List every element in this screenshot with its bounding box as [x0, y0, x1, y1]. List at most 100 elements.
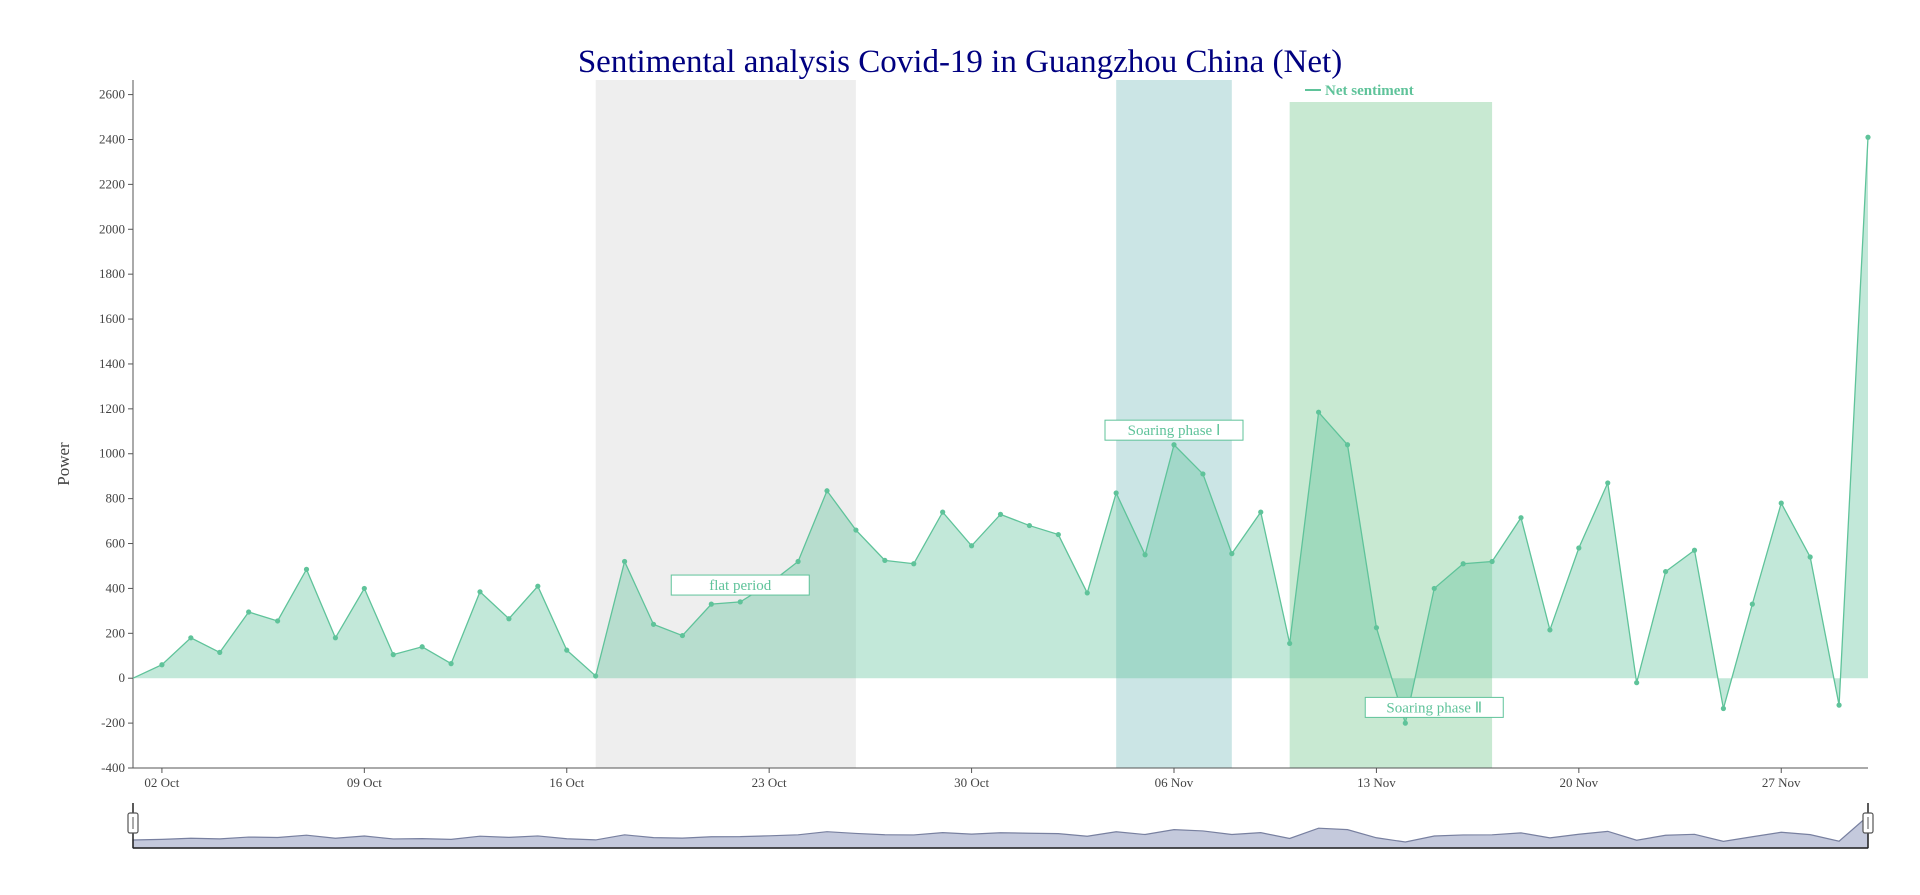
annotation-box	[1364, 696, 1504, 718]
y-tick-label: 600	[106, 536, 126, 551]
x-tick-label: 27 Nov	[1762, 775, 1801, 790]
data-point[interactable]	[621, 558, 628, 565]
x-tick-label: 13 Nov	[1357, 775, 1396, 790]
legend: Net sentiment	[1305, 83, 1414, 99]
data-point[interactable]	[1836, 702, 1842, 708]
band-soaring2	[1289, 102, 1493, 768]
data-point[interactable]	[1749, 601, 1755, 607]
chart-title: Sentimental analysis Covid-19 in Guangzh…	[577, 44, 1343, 80]
data-point[interactable]	[535, 583, 541, 589]
data-point[interactable]	[997, 511, 1004, 517]
data-point[interactable]	[188, 635, 194, 641]
y-tick-label: -200	[101, 715, 125, 730]
data-point[interactable]	[1229, 551, 1235, 557]
series-area	[132, 134, 1871, 726]
data-point[interactable]	[940, 509, 946, 515]
data-point[interactable]	[1373, 625, 1380, 631]
data-point[interactable]	[1200, 471, 1206, 477]
y-tick-label: 0	[119, 670, 126, 685]
data-point[interactable]	[564, 647, 570, 653]
y-tick-label: 2600	[99, 87, 125, 102]
x-tick-label: 09 Oct	[347, 775, 382, 790]
data-point[interactable]	[159, 662, 165, 668]
data-point[interactable]	[1113, 490, 1119, 496]
data-point[interactable]	[448, 661, 454, 667]
y-tick-label: 400	[106, 580, 126, 595]
data-point[interactable]	[1026, 522, 1033, 529]
series-area-fill	[133, 137, 1868, 724]
data-point[interactable]	[824, 488, 830, 494]
data-point[interactable]	[650, 621, 657, 627]
data-point[interactable]	[1142, 552, 1148, 558]
y-tick-label: 1000	[99, 446, 125, 461]
data-point[interactable]	[1662, 568, 1669, 575]
y-tick-label: 200	[106, 625, 126, 640]
data-point[interactable]	[1171, 442, 1177, 448]
annotation-box	[1104, 419, 1244, 441]
x-tick-label: 02 Oct	[144, 775, 179, 790]
data-point[interactable]	[1431, 585, 1437, 592]
y-tick-label: 1800	[99, 266, 125, 281]
data-point[interactable]	[274, 618, 281, 624]
data-point[interactable]	[1518, 515, 1524, 521]
y-tick-label: -400	[101, 760, 125, 775]
y-tick-label: 1200	[99, 401, 125, 416]
data-point[interactable]	[882, 557, 888, 563]
data-point[interactable]	[477, 589, 483, 595]
data-point[interactable]	[1691, 547, 1698, 553]
y-tick-label: 1400	[99, 356, 125, 371]
y-tick-label: 1600	[99, 311, 125, 326]
data-point[interactable]	[1634, 680, 1640, 686]
data-point[interactable]	[1605, 480, 1611, 486]
x-tick-label: 06 Nov	[1155, 775, 1194, 790]
legend-label[interactable]: Net sentiment	[1325, 83, 1414, 99]
data-point[interactable]	[419, 644, 425, 650]
data-point[interactable]	[1258, 509, 1264, 515]
data-point[interactable]	[1402, 720, 1408, 726]
data-point[interactable]	[246, 609, 252, 615]
data-point[interactable]	[1084, 590, 1090, 596]
y-tick-label: 2000	[99, 221, 125, 236]
data-point[interactable]	[1055, 531, 1061, 538]
y-axis-title: Power	[54, 442, 73, 486]
data-point[interactable]	[737, 599, 743, 605]
x-tick-label: 16 Oct	[549, 775, 584, 790]
data-point[interactable]	[795, 558, 801, 565]
axes: -400 -200 0 200 400 600 800 1000 1200 1400 1600 180…	[99, 80, 1868, 790]
y-tick-label: 2200	[99, 176, 125, 191]
data-point[interactable]	[506, 616, 512, 622]
data-point[interactable]	[1460, 561, 1466, 567]
data-point[interactable]	[1287, 640, 1293, 647]
data-point[interactable]	[361, 585, 367, 592]
y-tick-label: 2400	[99, 131, 125, 146]
x-tick-label: 23 Oct	[752, 775, 787, 790]
x-tick-label: 20 Nov	[1560, 775, 1599, 790]
data-point[interactable]	[1344, 442, 1351, 448]
data-point[interactable]	[1489, 558, 1495, 565]
data-point[interactable]	[1778, 500, 1784, 506]
data-point[interactable]	[217, 649, 223, 655]
data-point[interactable]	[1807, 554, 1813, 560]
data-point[interactable]	[332, 635, 339, 641]
data-point[interactable]	[1547, 627, 1553, 633]
data-point[interactable]	[1315, 409, 1322, 415]
data-point[interactable]	[968, 543, 975, 549]
annotation-box	[670, 574, 810, 596]
band-flat	[595, 80, 856, 768]
data-point[interactable]	[1576, 545, 1582, 551]
data-point[interactable]	[708, 601, 714, 607]
annotation-label: flat period	[709, 578, 772, 594]
data-point[interactable]	[303, 566, 310, 572]
x-tick-label: 30 Oct	[954, 775, 989, 790]
data-zoom-slider[interactable]	[127, 803, 1874, 849]
data-point[interactable]	[1720, 705, 1727, 712]
data-point[interactable]	[911, 561, 917, 567]
data-point[interactable]	[1865, 134, 1871, 140]
data-point[interactable]	[853, 527, 859, 533]
zoom-preview	[132, 814, 1869, 849]
annotations: flat period Soaring phase Ⅰ Soaring phase …	[670, 419, 1504, 718]
data-point[interactable]	[593, 673, 599, 679]
data-point[interactable]	[390, 652, 396, 658]
data-point[interactable]	[679, 632, 686, 639]
